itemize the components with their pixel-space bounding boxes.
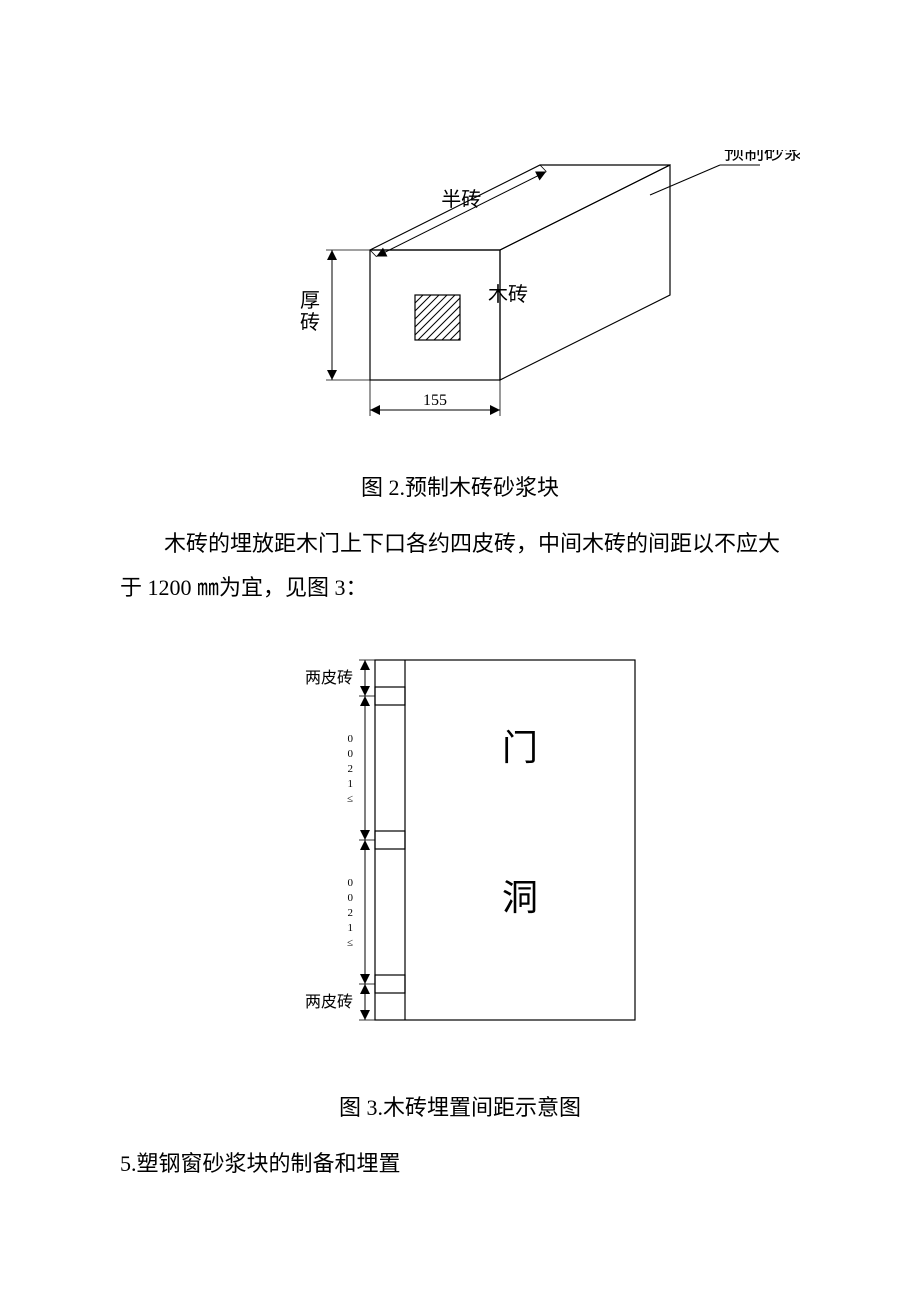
document-page: 厚砖 155 半砖木砖 预制砂浆块 图 2.预制木砖砂浆块 木砖的埋放距木门上下口各约… (0, 0, 920, 1246)
svg-text:≤: ≤ (347, 937, 353, 949)
svg-text:厚: 厚 (300, 290, 320, 312)
figure-1-svg: 厚砖 155 半砖木砖 预制砂浆块 (120, 150, 800, 430)
svg-text:0: 0 (348, 748, 354, 760)
svg-text:155: 155 (423, 392, 447, 409)
svg-text:0: 0 (348, 892, 354, 904)
svg-text:两皮砖: 两皮砖 (305, 993, 353, 1011)
figure-2: 门洞两皮砖两皮砖0021≤0021≤ (120, 630, 800, 1050)
body-paragraph: 木砖的埋放距木门上下口各约四皮砖，中间木砖的间距以不应大于 1200 ㎜为宜，见… (120, 522, 800, 610)
svg-text:洞: 洞 (502, 878, 538, 918)
svg-text:砖: 砖 (300, 311, 320, 334)
svg-text:1: 1 (348, 922, 354, 934)
svg-text:2: 2 (348, 907, 354, 919)
svg-text:两皮砖: 两皮砖 (305, 669, 353, 687)
svg-text:半砖: 半砖 (441, 188, 481, 211)
figure-1-caption: 图 2.预制木砖砂浆块 (120, 470, 800, 502)
svg-text:0: 0 (348, 733, 354, 745)
svg-text:1: 1 (348, 778, 354, 790)
figure-2-caption: 图 3.木砖埋置间距示意图 (120, 1090, 800, 1122)
svg-text:预制砂浆块: 预制砂浆块 (724, 150, 800, 164)
figure-1: 厚砖 155 半砖木砖 预制砂浆块 (120, 150, 800, 430)
figure-2-svg: 门洞两皮砖两皮砖0021≤0021≤ (120, 630, 800, 1050)
svg-text:门: 门 (502, 728, 538, 768)
svg-text:0: 0 (348, 877, 354, 889)
svg-text:2: 2 (348, 763, 354, 775)
section-5-heading: 5.塑钢窗砂浆块的制备和埋置 (120, 1142, 800, 1186)
svg-text:≤: ≤ (347, 793, 353, 805)
svg-text:木砖: 木砖 (488, 283, 528, 306)
